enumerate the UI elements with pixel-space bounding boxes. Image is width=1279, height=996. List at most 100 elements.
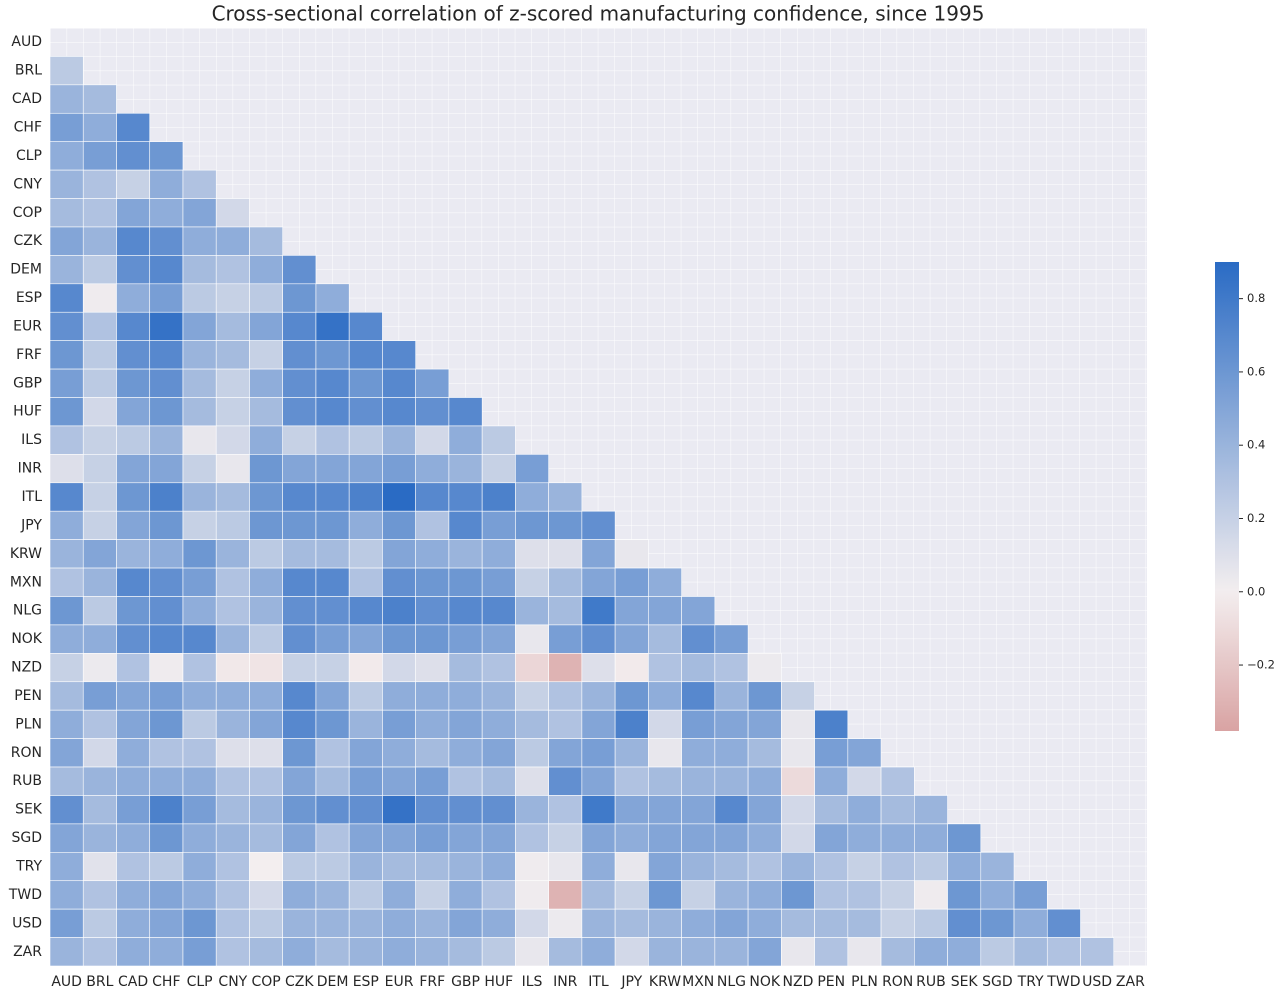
heatmap-cell bbox=[581, 738, 616, 768]
heatmap-cell bbox=[49, 567, 84, 597]
heatmap-cell bbox=[714, 880, 749, 910]
heatmap-cell bbox=[814, 795, 849, 825]
heatmap-cell bbox=[681, 823, 716, 853]
x-tick-label: NLG bbox=[717, 974, 746, 990]
heatmap-cell bbox=[82, 84, 117, 114]
y-tick-label: SGD bbox=[11, 830, 42, 846]
heatmap-cell bbox=[49, 937, 84, 967]
heatmap-cell bbox=[249, 539, 283, 569]
heatmap-cell bbox=[282, 823, 317, 853]
heatmap-cell bbox=[382, 340, 416, 370]
x-tick-label: BRL bbox=[86, 974, 113, 990]
heatmap-cell bbox=[215, 226, 250, 256]
heatmap-cell bbox=[82, 596, 117, 626]
heatmap-cell bbox=[315, 567, 350, 597]
heatmap-cell bbox=[548, 908, 583, 938]
heatmap-cell bbox=[581, 852, 616, 882]
heatmap-cell bbox=[448, 795, 483, 825]
y-tick-label: TWD bbox=[8, 887, 42, 903]
heatmap-cell bbox=[215, 766, 250, 796]
x-tick-label: PLN bbox=[851, 974, 878, 990]
heatmap-cell bbox=[49, 84, 84, 114]
heatmap-cell bbox=[49, 908, 84, 938]
heatmap-cell bbox=[49, 368, 84, 398]
heatmap-cell bbox=[182, 397, 217, 427]
heatmap-cell bbox=[515, 539, 549, 569]
heatmap-cell bbox=[282, 283, 317, 313]
heatmap-cell bbox=[481, 823, 516, 853]
heatmap-cell bbox=[49, 340, 84, 370]
x-tick-label: SEK bbox=[951, 974, 979, 990]
heatmap-cell bbox=[82, 510, 117, 540]
heatmap-cell bbox=[914, 937, 948, 967]
heatmap-cell bbox=[747, 908, 782, 938]
heatmap-cell bbox=[116, 852, 151, 882]
heatmap-cell bbox=[348, 709, 383, 739]
heatmap-cell bbox=[249, 368, 283, 398]
heatmap-cell bbox=[548, 852, 583, 882]
colorbar-tick-label: 0.8 bbox=[1247, 291, 1265, 305]
heatmap-cell bbox=[182, 255, 217, 285]
y-tick-label: GBP bbox=[13, 375, 42, 391]
heatmap-cell bbox=[648, 937, 682, 967]
heatmap-cell bbox=[348, 653, 383, 683]
heatmap-cell bbox=[714, 624, 749, 654]
heatmap-cell bbox=[415, 880, 450, 910]
heatmap-cell bbox=[182, 510, 217, 540]
heatmap-cell bbox=[581, 908, 616, 938]
y-tick-label: USD bbox=[12, 915, 42, 931]
heatmap-cell bbox=[415, 823, 450, 853]
heatmap-cell bbox=[249, 738, 283, 768]
heatmap-cell bbox=[215, 567, 250, 597]
heatmap-cell bbox=[382, 567, 416, 597]
heatmap-cell bbox=[681, 937, 716, 967]
y-tick-label: JPY bbox=[20, 517, 42, 533]
heatmap-cell bbox=[182, 596, 217, 626]
heatmap-cell bbox=[515, 709, 549, 739]
heatmap-cell bbox=[215, 880, 250, 910]
heatmap-cell bbox=[82, 283, 117, 313]
heatmap-cell bbox=[249, 624, 283, 654]
heatmap-cell bbox=[614, 596, 649, 626]
heatmap-cell bbox=[781, 795, 815, 825]
heatmap-cell bbox=[215, 653, 250, 683]
heatmap-cell bbox=[548, 653, 583, 683]
heatmap-cell bbox=[448, 766, 483, 796]
heatmap-cell bbox=[182, 169, 217, 199]
heatmap-cell bbox=[781, 766, 815, 796]
heatmap-cell bbox=[149, 454, 184, 484]
heatmap-cell bbox=[448, 681, 483, 711]
heatmap-cell bbox=[149, 255, 184, 285]
y-tick-label: FRF bbox=[16, 347, 42, 363]
heatmap-cell bbox=[282, 738, 317, 768]
heatmap-cell bbox=[481, 425, 516, 455]
heatmap-cell bbox=[448, 738, 483, 768]
heatmap-cell bbox=[49, 880, 84, 910]
heatmap-cell bbox=[49, 56, 84, 86]
heatmap-cell bbox=[348, 624, 383, 654]
heatmap-cell bbox=[614, 937, 649, 967]
heatmap-cell bbox=[382, 596, 416, 626]
heatmap-cell bbox=[116, 766, 151, 796]
heatmap-cell bbox=[448, 454, 483, 484]
heatmap-cell bbox=[315, 283, 350, 313]
heatmap-cell bbox=[82, 766, 117, 796]
heatmap-cell bbox=[614, 624, 649, 654]
heatmap-cell bbox=[149, 653, 184, 683]
heatmap-cell bbox=[648, 766, 682, 796]
heatmap-cell bbox=[747, 937, 782, 967]
x-tick-label: SGD bbox=[982, 974, 1013, 990]
heatmap-cell bbox=[847, 852, 882, 882]
heatmap-cell bbox=[215, 624, 250, 654]
heatmap-cell bbox=[315, 368, 350, 398]
heatmap-cell bbox=[249, 823, 283, 853]
heatmap-cell bbox=[481, 482, 516, 512]
heatmap-cell bbox=[215, 852, 250, 882]
x-tick-label: TWD bbox=[1046, 974, 1080, 990]
heatmap-cell bbox=[315, 823, 350, 853]
y-tick-label: MXN bbox=[10, 574, 42, 590]
heatmap-cell bbox=[714, 766, 749, 796]
heatmap-cell bbox=[481, 567, 516, 597]
heatmap-cell bbox=[182, 454, 217, 484]
y-tick-label: BRL bbox=[15, 63, 42, 79]
